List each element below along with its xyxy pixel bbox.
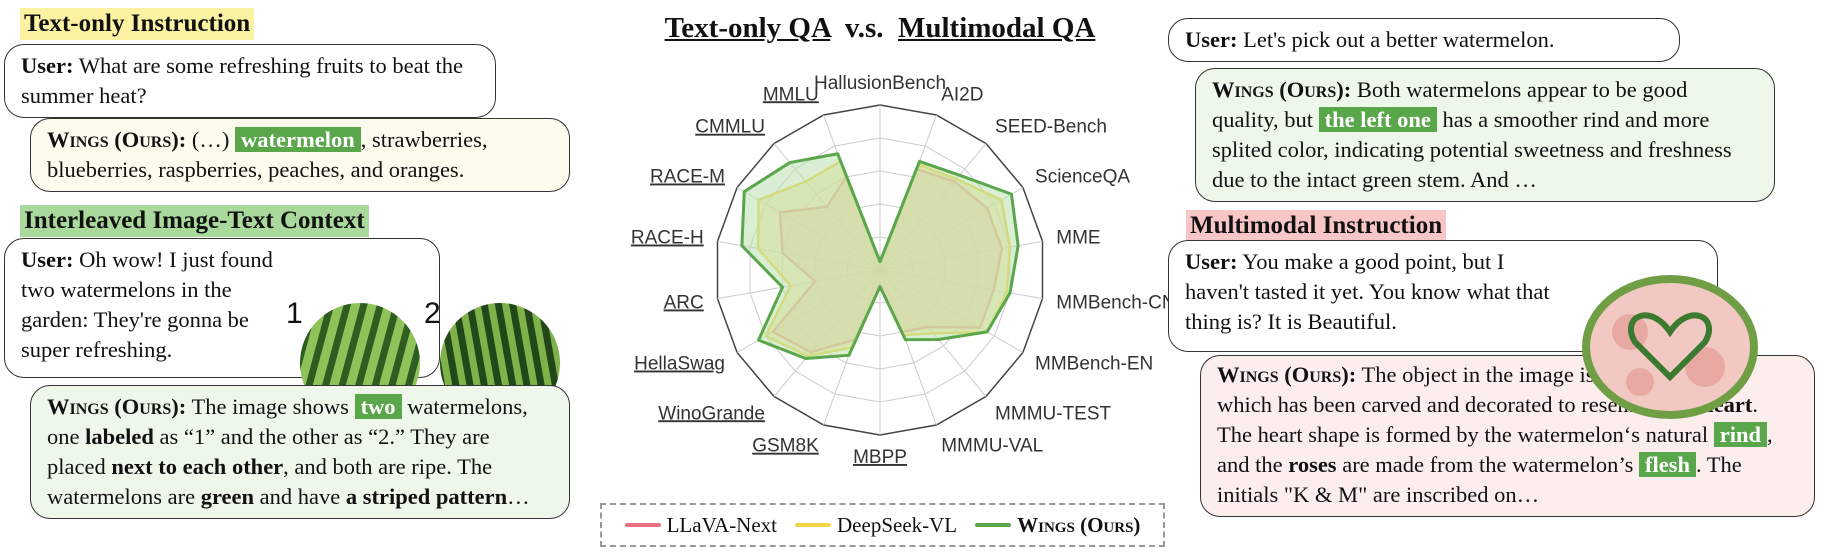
text-segment: User: <box>1185 249 1238 274</box>
legend-item: LLaVA-Next <box>624 512 778 538</box>
text-segment: . The heart shape is formed by the water… <box>1217 392 1759 447</box>
text-segment: , and both are ripe. The watermelons are <box>47 454 493 509</box>
category-label: ARC <box>664 292 704 313</box>
text-segment: Text-only QA <box>664 12 831 44</box>
text-segment: User: <box>21 247 74 272</box>
text-segment: User: <box>21 53 74 78</box>
category-label: CMMLU <box>695 117 765 138</box>
category-label: MMBench-EN <box>1035 354 1153 375</box>
category-label: MMMU-TEST <box>995 403 1111 424</box>
category-label: MBPP <box>853 447 907 468</box>
section-header: Multimodal Instruction <box>1186 210 1447 242</box>
text-segment: (…) <box>186 127 235 152</box>
text-segment: Wings (Ours): <box>47 394 187 419</box>
text-segment: The image shows <box>186 394 355 419</box>
image-label: 1 <box>286 297 303 330</box>
text-segment: the left one <box>1318 107 1437 132</box>
text-segment: are made from the watermelon’s <box>1336 452 1639 477</box>
text-segment: Multimodal QA <box>898 12 1096 44</box>
legend-swatch <box>624 523 661 527</box>
legend-item: DeepSeek-VL <box>795 513 957 538</box>
section-header: Interleaved Image-Text Context <box>20 205 369 237</box>
category-label: MME <box>1056 228 1100 249</box>
category-label: WinoGrande <box>658 403 765 424</box>
user-message: User: What are some refreshing fruits to… <box>4 44 496 118</box>
text-segment: rind <box>1713 422 1767 447</box>
category-label: SEED-Bench <box>995 117 1107 138</box>
text-segment: User: <box>1185 27 1238 52</box>
text-segment: next to each other <box>111 454 284 479</box>
wings-message: Wings (Ours): The image shows two waterm… <box>30 385 570 519</box>
series-area <box>740 152 1020 360</box>
text-segment: , and the <box>1217 422 1773 477</box>
text-segment: Let's pick out a better watermelon. <box>1237 27 1555 52</box>
text-segment: Wings (Ours): <box>1217 362 1357 387</box>
text-segment: watermelons, one <box>47 394 528 449</box>
legend-swatch <box>975 523 1012 527</box>
text-segment: v.s. <box>830 12 898 44</box>
wings-message: Wings (Ours): Both watermelons appear to… <box>1195 68 1775 202</box>
carved-watermelon-image <box>1582 275 1758 419</box>
text-segment: as “1” and the other as “2.” They are pl… <box>47 424 490 479</box>
text-segment: a striped pattern <box>345 484 508 509</box>
category-label: RACE-M <box>650 167 725 188</box>
text-segment: You make a good point, but I haven't tas… <box>1185 249 1550 334</box>
legend-item: Wings (Ours) <box>975 513 1140 538</box>
category-label: GSM8K <box>752 436 819 457</box>
text-segment: Wings (Ours): <box>1212 77 1352 102</box>
wings-message: Wings (Ours): (…) watermelon, strawberri… <box>30 118 570 192</box>
category-label: HallusionBench <box>814 73 946 94</box>
chart-title: Text-only QA v.s. Multimodal QA <box>580 12 1180 45</box>
wings-message: Wings (Ours): The object in the image is… <box>1200 355 1815 517</box>
text-segment: and have <box>254 484 346 509</box>
text-segment: Oh wow! I just found two watermelons in … <box>21 247 273 362</box>
legend-label: DeepSeek-VL <box>837 512 958 537</box>
text-segment: watermelon <box>235 127 361 152</box>
category-label: AI2D <box>941 84 983 105</box>
category-label: MMMU-VAL <box>941 436 1043 457</box>
text-segment: two <box>354 394 402 419</box>
text-segment: green <box>200 484 255 509</box>
text-segment: labeled <box>85 424 154 449</box>
text-segment: What are some refreshing fruits to beat … <box>21 53 463 108</box>
text-segment: Both watermelons appear to be good quali… <box>1212 77 1688 132</box>
text-segment: The object in the image is a <box>1356 362 1616 387</box>
category-label: ScienceQA <box>1035 167 1130 188</box>
image-label: 2 <box>424 297 441 330</box>
category-label: RACE-H <box>631 228 704 249</box>
user-message: User: Let's pick out a better watermelon… <box>1168 18 1680 62</box>
text-segment: … <box>507 484 530 509</box>
legend-label: LLaVA-Next <box>666 512 778 537</box>
text-segment: , strawberries, blueberries, raspberries… <box>47 127 488 182</box>
text-segment: roses <box>1288 452 1337 477</box>
category-label: MMLU <box>763 84 819 105</box>
text-segment: Wings (Ours): <box>47 127 187 152</box>
text-segment: has a smoother rind and more splited col… <box>1212 107 1732 192</box>
text-segment: . The initials "K & M" are inscribed on… <box>1217 452 1742 507</box>
legend: LLaVA-Next DeepSeek-VL Wings (Ours) <box>600 503 1165 547</box>
legend-label: Wings (Ours) <box>1017 512 1141 537</box>
legend-swatch <box>795 523 832 527</box>
category-label: HellaSwag <box>634 354 725 375</box>
text-segment: flesh <box>1638 452 1696 477</box>
category-label: MMBench-CN <box>1056 292 1175 313</box>
section-header: Text-only Instruction <box>20 8 255 40</box>
